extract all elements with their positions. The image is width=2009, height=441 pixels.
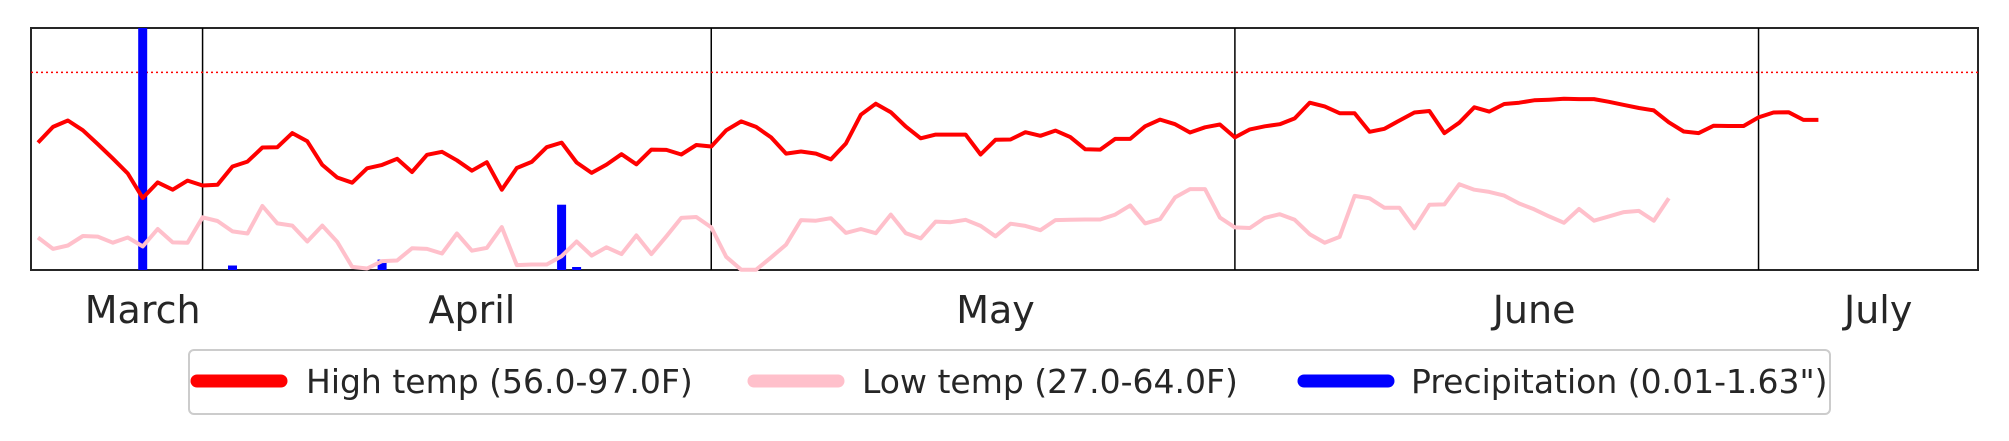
plot-frame [30,27,1979,271]
precip-bar [228,265,237,270]
month-label-may: May [956,288,1035,332]
legend-label-high: High temp (56.0-97.0F) [306,362,693,401]
legend-box [188,349,1831,415]
month-label-april: April [428,288,515,332]
legend-label-precip: Precipitation (0.01-1.63") [1411,362,1828,401]
precip-bar [377,259,387,270]
month-label-march: March [85,288,201,332]
precip-bar [138,28,148,270]
plot-area [30,27,1979,272]
month-labels: March April May June July [85,288,1913,332]
precip-bar [557,204,567,270]
precipitation-bars [138,28,582,270]
month-label-june: June [1491,288,1576,332]
legend-label-low: Low temp (27.0-64.0F) [862,362,1238,401]
legend: High temp (56.0-97.0F) Low temp (27.0-64… [188,349,1831,415]
low-temp-line [36,182,1671,272]
month-label-july: July [1842,288,1912,332]
precip-bar [572,267,582,270]
high-temp-line [36,96,1819,200]
